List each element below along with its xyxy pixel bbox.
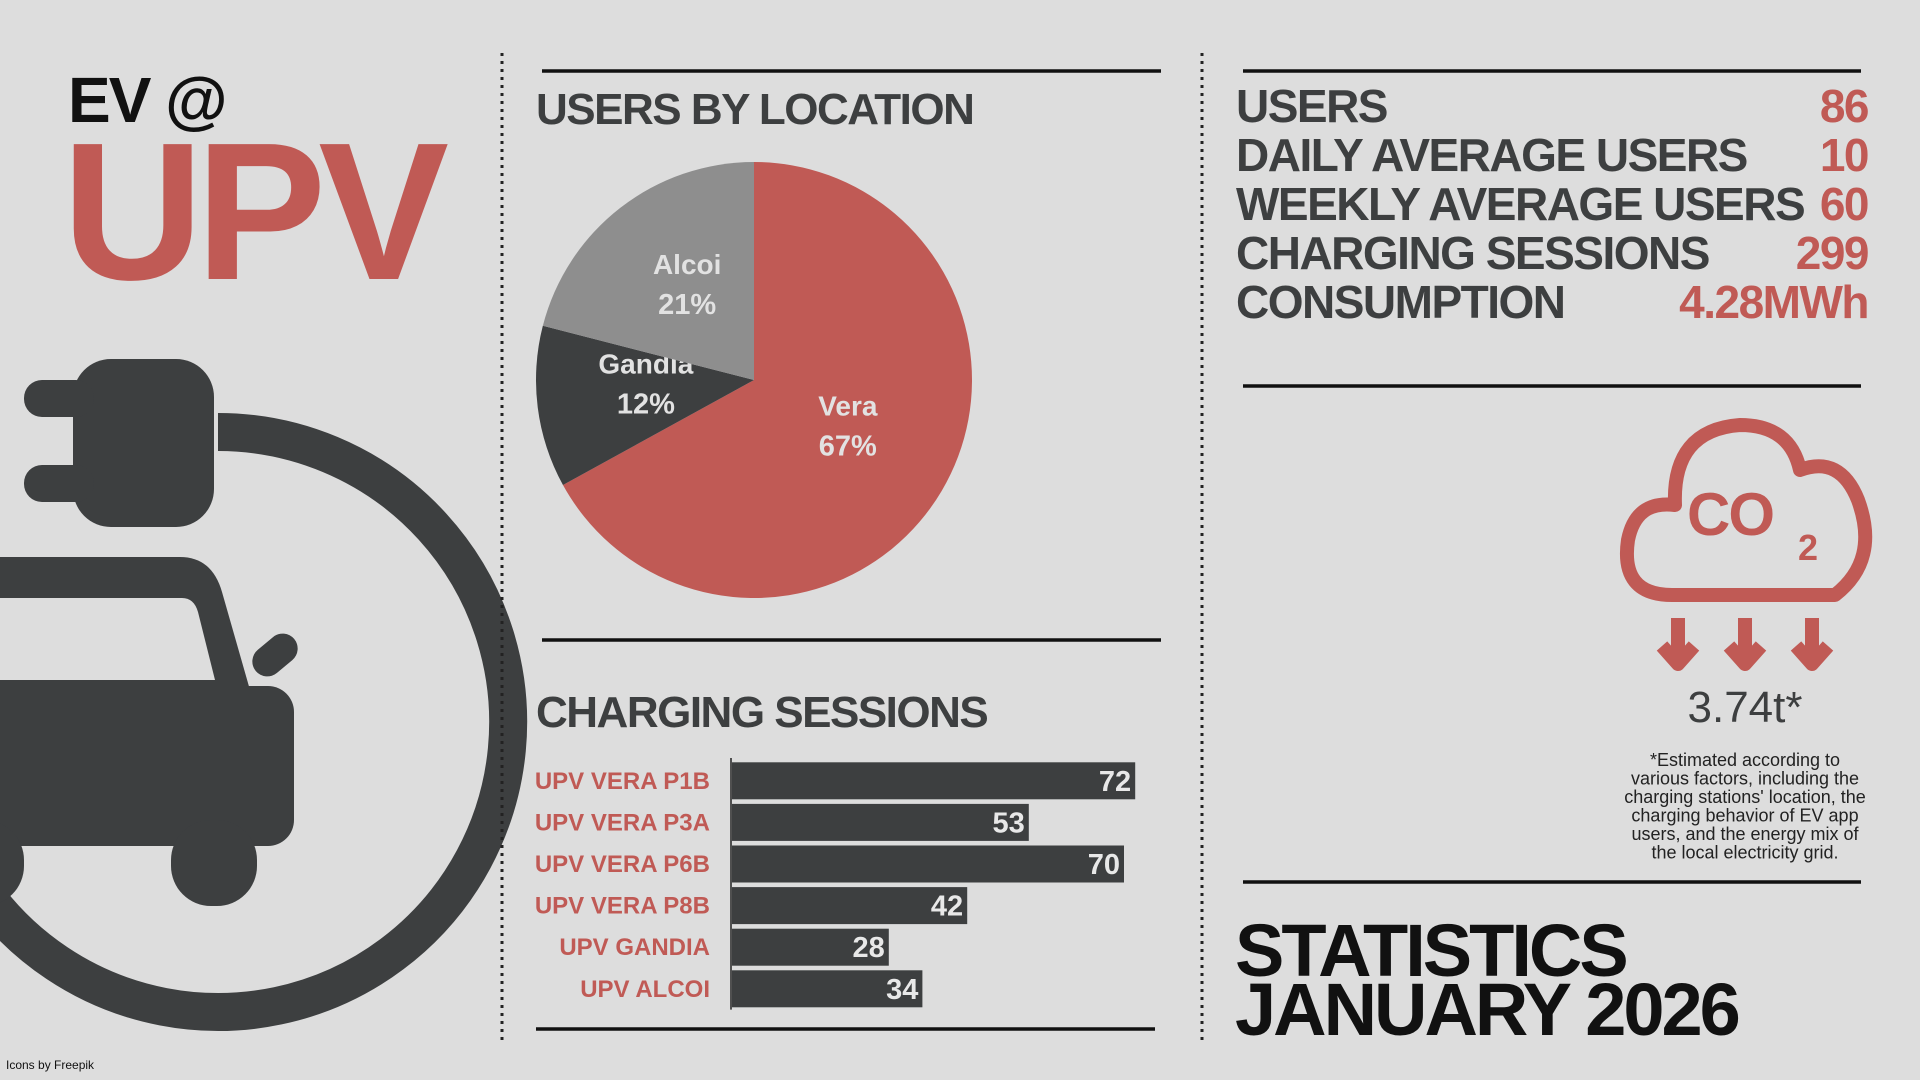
co2-icon [1620, 418, 1873, 671]
bar-category-label: UPV VERA P3A [535, 809, 710, 836]
chart-title: CHARGING SESSIONS [536, 688, 987, 737]
car-wheel [0, 823, 24, 903]
note-line: *Estimated according to [1650, 750, 1840, 770]
stat-value: 86 [1820, 80, 1868, 132]
bar-value-label: 34 [886, 974, 918, 1006]
arrow [1790, 618, 1834, 671]
co2-icon-subscript: 2 [1798, 527, 1818, 568]
stat-label: WEEKLY AVERAGE USERS [1236, 178, 1804, 230]
car-mirror [252, 633, 298, 677]
car-window [0, 598, 215, 680]
co2-value: 3.74t* [1688, 683, 1803, 732]
bar-value-label: 28 [853, 932, 885, 964]
stat-value: 10 [1820, 129, 1868, 181]
pie-slice [562, 162, 972, 599]
cloud [1620, 418, 1873, 602]
plug-body [73, 359, 214, 527]
bar-category-label: UPV ALCOI [580, 976, 710, 1003]
stat-value: 4.28MWh [1679, 276, 1868, 328]
stat-label: USERS [1236, 80, 1387, 132]
bar [732, 845, 1124, 883]
stat-value: 299 [1796, 227, 1868, 279]
car-body [0, 686, 294, 846]
bar-category-label: UPV VERA P8B [535, 893, 710, 920]
stat-label: CONSUMPTION [1236, 276, 1565, 328]
plug-prong [24, 465, 94, 502]
bar-category-label: UPV GANDIA [559, 934, 710, 961]
footer-line1: STATISTICS [1235, 909, 1626, 992]
chart-title: USERS BY LOCATION [536, 85, 973, 134]
footer-line2: JANUARY 2026 [1235, 968, 1739, 1051]
bar [732, 928, 889, 966]
bar [732, 970, 923, 1008]
arrow [1723, 618, 1767, 671]
bar-value-label: 72 [1099, 766, 1131, 798]
slice-value-label: 67% [819, 430, 877, 462]
note-line: users, and the energy mix of [1631, 824, 1859, 844]
ev-icon [0, 359, 528, 1031]
cable-ring [0, 413, 528, 1031]
slice-name: Alcoi [653, 249, 721, 280]
bar-value-label: 70 [1088, 849, 1120, 881]
note-line: charging behavior of EV app [1631, 806, 1858, 826]
car-wheel [171, 820, 257, 906]
note-line: the local electricity grid. [1651, 843, 1838, 863]
bar-category-label: UPV VERA P1B [535, 768, 710, 795]
bar-value-label: 42 [931, 891, 963, 923]
slice-name: Vera [818, 390, 878, 421]
stat-value: 60 [1820, 178, 1868, 230]
pie-slice [542, 162, 754, 380]
bar [732, 887, 968, 925]
slice-value-label: 21% [658, 289, 716, 321]
stats: USERS 86 DAILY AVERAGE USERS 10 WEEKLY AVERA… [1236, 80, 1870, 328]
bar [732, 762, 1136, 800]
stat-label: CHARGING SESSIONS [1236, 227, 1709, 279]
co2-icon-label: CO [1687, 481, 1773, 548]
bar [732, 803, 1029, 841]
stat-label: DAILY AVERAGE USERS [1236, 129, 1747, 181]
bar-value-label: 53 [993, 807, 1025, 839]
header-line2: UPV [62, 102, 448, 321]
note-line: various factors, including the [1631, 769, 1859, 789]
header-line1: EV @ [68, 64, 226, 136]
pie-slice [536, 325, 754, 486]
bar-category-label: UPV VERA P6B [535, 851, 710, 878]
note-line: charging stations' location, the [1624, 787, 1866, 807]
credit: Icons by Freepik [6, 1058, 95, 1072]
slice-value-label: 12% [617, 389, 675, 421]
plug-prong [24, 380, 94, 417]
arrow [1656, 618, 1700, 671]
